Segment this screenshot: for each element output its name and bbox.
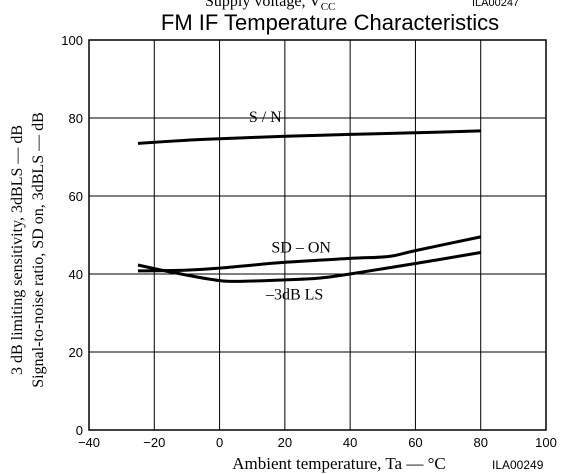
y-tick-label: 60 — [69, 189, 83, 204]
x-tick-labels: −40 −20 0 20 40 60 80 100 — [78, 435, 557, 450]
x-tick-label: 60 — [408, 435, 422, 450]
series-label: –3dB LS — [265, 286, 323, 303]
x-tick-label: −20 — [143, 435, 165, 450]
y-tick-labels: 0 20 40 60 80 100 — [61, 33, 83, 438]
series-annotations: S / N SD – ON –3dB LS — [249, 109, 332, 303]
y-tick-label: 40 — [69, 267, 83, 282]
series-label: SD – ON — [271, 240, 331, 257]
x-tick-label: 100 — [535, 435, 557, 450]
series-line — [137, 235, 482, 273]
x-tick-label: 0 — [216, 435, 223, 450]
top-caption-text: Supply voltage, V — [205, 0, 321, 10]
y-tick-label: 80 — [69, 111, 83, 126]
series-line — [137, 129, 481, 145]
x-tick-label: 40 — [343, 435, 357, 450]
chart-title: FM IF Temperature Characteristics — [161, 10, 499, 35]
series-line — [137, 251, 481, 283]
x-tick-label: −40 — [78, 435, 100, 450]
grid-lines — [89, 40, 546, 430]
top-cropped-caption: Supply voltage, VCC — [205, 0, 335, 13]
x-axis-label: Ambient temperature, Ta — °C — [232, 454, 446, 473]
plot-frame — [88, 39, 547, 431]
figure-code: ILA00249 — [492, 458, 544, 472]
y-axis-label-inner: Signal-to-noise ratio, SD on, 3dBLS — dB — [30, 112, 47, 388]
y-tick-label: 0 — [76, 423, 83, 438]
y-axis-label-outer: 3 dB limiting sensitivity, 3dBLS — dB — [9, 125, 26, 375]
y-tick-label: 100 — [61, 33, 83, 48]
x-tick-label: 80 — [473, 435, 487, 450]
y-tick-label: 20 — [69, 345, 83, 360]
top-figure-code: ILA00247 — [472, 0, 519, 9]
series-label: S / N — [249, 109, 282, 126]
series-lines — [137, 129, 482, 283]
x-tick-label: 20 — [278, 435, 292, 450]
top-caption-subscript: CC — [321, 1, 336, 13]
